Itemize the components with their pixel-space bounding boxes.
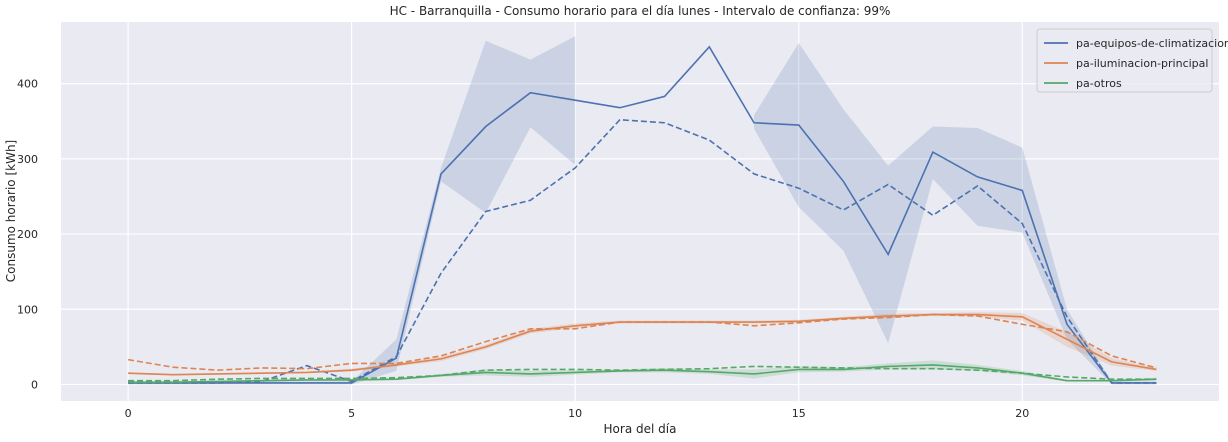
series-line [128,364,1157,384]
x-tick-label: 15 [792,407,806,420]
x-tick-label: 10 [568,407,582,420]
chart-title: HC - Barranquilla - Consumo horario para… [390,4,891,18]
y-tick-label: 300 [17,153,38,166]
x-tick-label: 5 [348,407,355,420]
y-tick-label: 200 [17,228,38,241]
x-axis-title: Hora del día [604,422,677,436]
legend: pa-equipos-de-climatizacion pa-iluminacio… [1036,28,1228,93]
x-tick-label: 20 [1015,407,1029,420]
y-axis-title: Consumo horario [kWh] [4,140,18,282]
confidence-band [128,36,576,385]
series-line-dashed [127,313,1157,371]
y-tick-label: 400 [17,78,38,91]
legend-label: pa-iluminacion-principal [1076,57,1208,70]
y-tick-label: 0 [31,378,38,391]
legend-label: pa-otros [1076,77,1122,90]
y-tick-label: 100 [17,303,38,316]
x-tick-label: 0 [125,407,132,420]
series-line [128,45,1157,384]
plot-area [61,22,1219,401]
confidence-band [754,43,1157,385]
series-lines [127,45,1157,384]
legend-box [1036,28,1213,93]
series-line [128,313,1157,376]
legend-label: pa-equipos-de-climatizacion [1076,37,1228,50]
grid-lines [61,22,1219,401]
